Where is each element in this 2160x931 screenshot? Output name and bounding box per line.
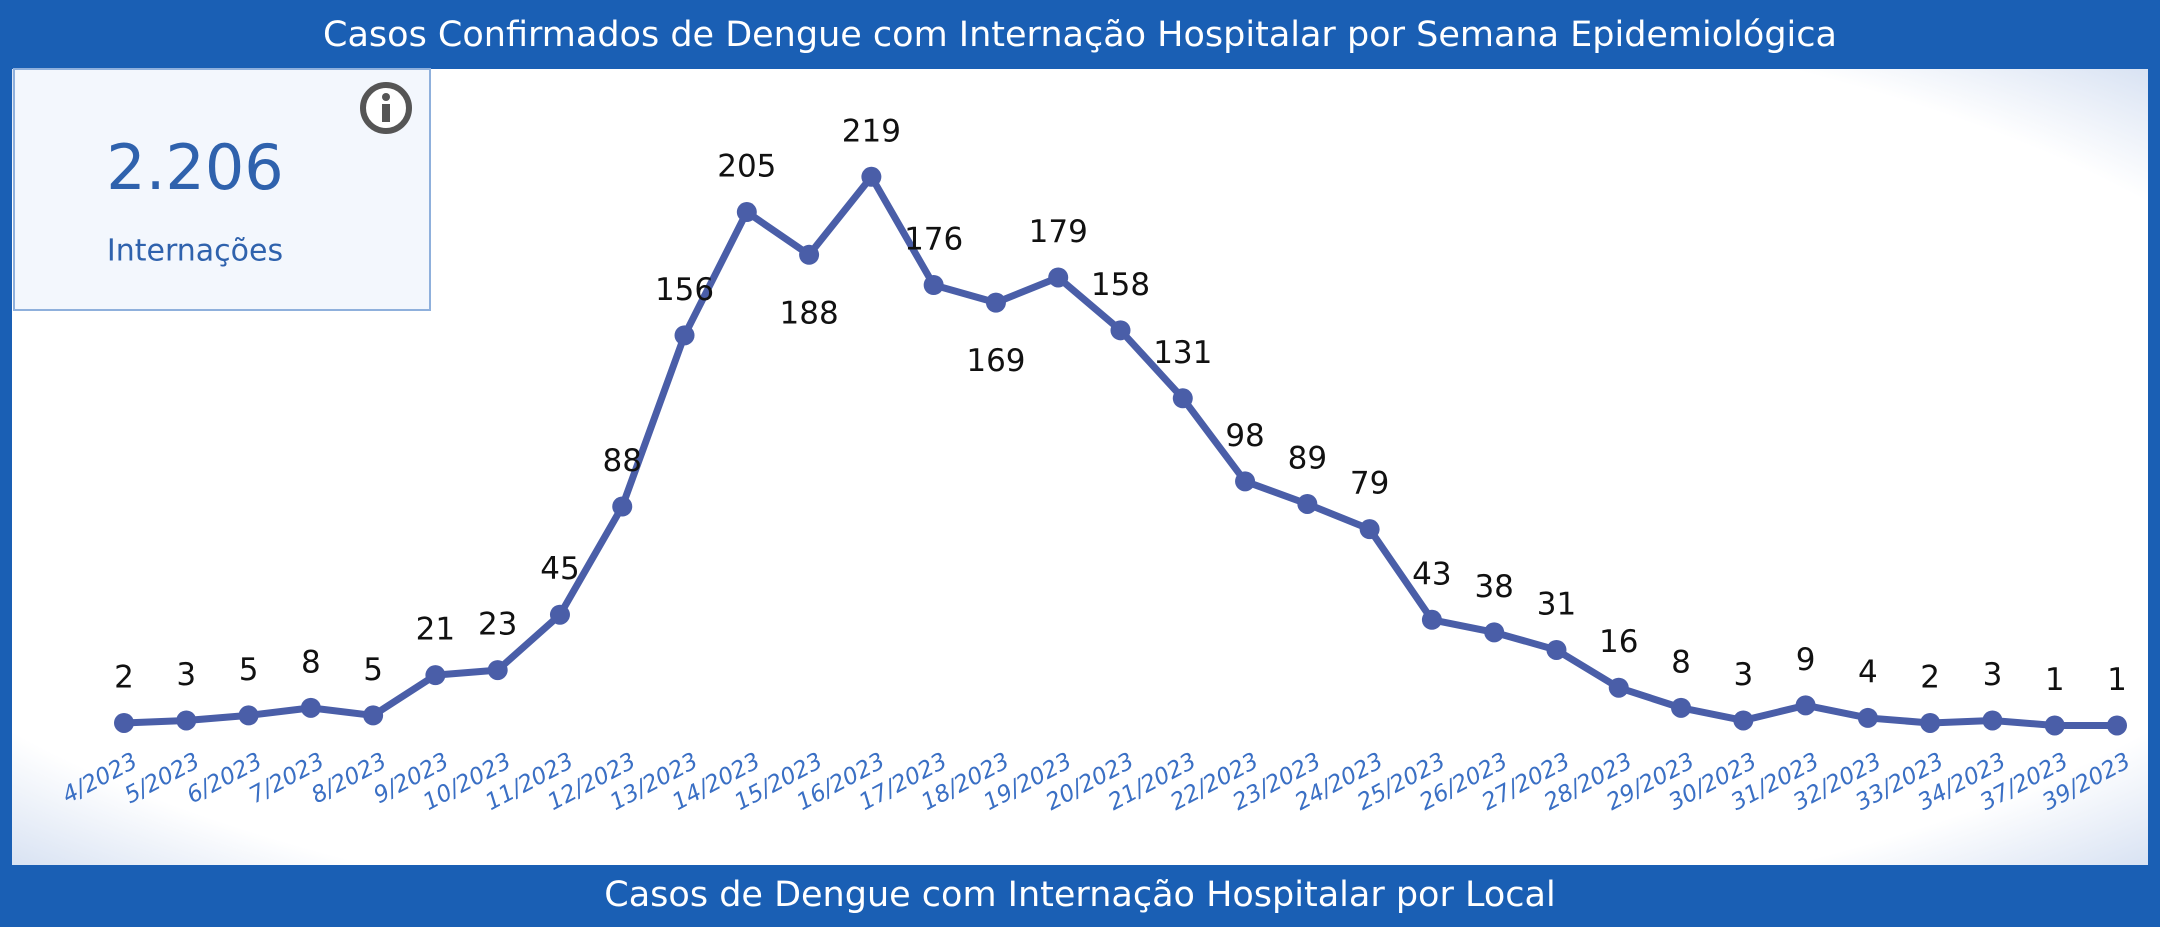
- point: [1920, 712, 1941, 733]
- data-label: 88: [603, 443, 642, 479]
- point: [1546, 639, 1567, 660]
- point: [1048, 267, 1069, 288]
- data-label: 31: [1537, 586, 1576, 622]
- data-label: 98: [1225, 418, 1264, 454]
- data-label: 179: [1029, 214, 1088, 250]
- point: [1421, 609, 1442, 630]
- point: [799, 244, 820, 265]
- point: [114, 712, 134, 733]
- data-label: 5: [363, 652, 383, 688]
- data-label: 2: [1920, 659, 1940, 695]
- point: [1608, 677, 1629, 698]
- data-label: 9: [1796, 642, 1816, 678]
- data-label: 1: [2107, 662, 2127, 698]
- point: [1172, 388, 1193, 409]
- point: [612, 496, 633, 517]
- data-label: 79: [1350, 466, 1389, 502]
- point: [1235, 471, 1256, 492]
- point: [736, 202, 757, 223]
- point: [1110, 320, 1131, 341]
- point: [1671, 697, 1692, 718]
- data-label: 38: [1474, 569, 1513, 605]
- point: [1733, 710, 1754, 731]
- point: [923, 275, 944, 296]
- data-label: 8: [1671, 644, 1691, 680]
- point: [549, 604, 570, 625]
- point: [487, 660, 508, 681]
- data-label: 5: [239, 652, 259, 688]
- data-label: 188: [780, 295, 839, 331]
- data-label: 219: [842, 113, 901, 149]
- data-label: 89: [1288, 440, 1327, 476]
- data-label: 16: [1599, 624, 1638, 660]
- data-label: 169: [966, 343, 1025, 379]
- point: [1795, 695, 1816, 716]
- section-title: Casos de Dengue com Internação Hospitala…: [604, 875, 1555, 915]
- chart-title: Casos Confirmados de Dengue com Internaç…: [323, 15, 1837, 55]
- point: [1297, 493, 1318, 514]
- point: [985, 292, 1006, 313]
- point: [1982, 710, 2003, 731]
- data-label: 43: [1412, 556, 1451, 592]
- data-label: 3: [1733, 657, 1753, 693]
- data-label: 176: [904, 222, 963, 258]
- data-label: 8: [301, 644, 321, 680]
- point: [425, 665, 446, 686]
- data-label: 1: [2045, 662, 2065, 698]
- data-label: 21: [416, 612, 455, 648]
- data-label: 131: [1153, 335, 1212, 371]
- point: [1857, 707, 1878, 728]
- point: [2044, 715, 2065, 736]
- point: [2107, 715, 2127, 736]
- data-label: 23: [478, 607, 517, 643]
- point: [363, 705, 384, 726]
- point: [176, 710, 197, 731]
- data-label: 45: [540, 551, 579, 587]
- point: [238, 705, 259, 726]
- kpi-label: Internações: [107, 234, 283, 269]
- point: [861, 166, 882, 187]
- data-label: 3: [1983, 657, 2003, 693]
- point: [1359, 519, 1380, 540]
- data-label: 2: [114, 659, 134, 695]
- data-label: 156: [655, 272, 714, 308]
- data-label: 4: [1858, 654, 1878, 690]
- data-label: 3: [176, 657, 196, 693]
- point: [300, 697, 321, 718]
- point: [1484, 622, 1505, 643]
- kpi-value: 2.206: [106, 131, 284, 204]
- data-label: 158: [1091, 267, 1150, 303]
- data-label: 205: [717, 149, 776, 185]
- point: [674, 325, 695, 346]
- info-icon[interactable]: [360, 82, 412, 134]
